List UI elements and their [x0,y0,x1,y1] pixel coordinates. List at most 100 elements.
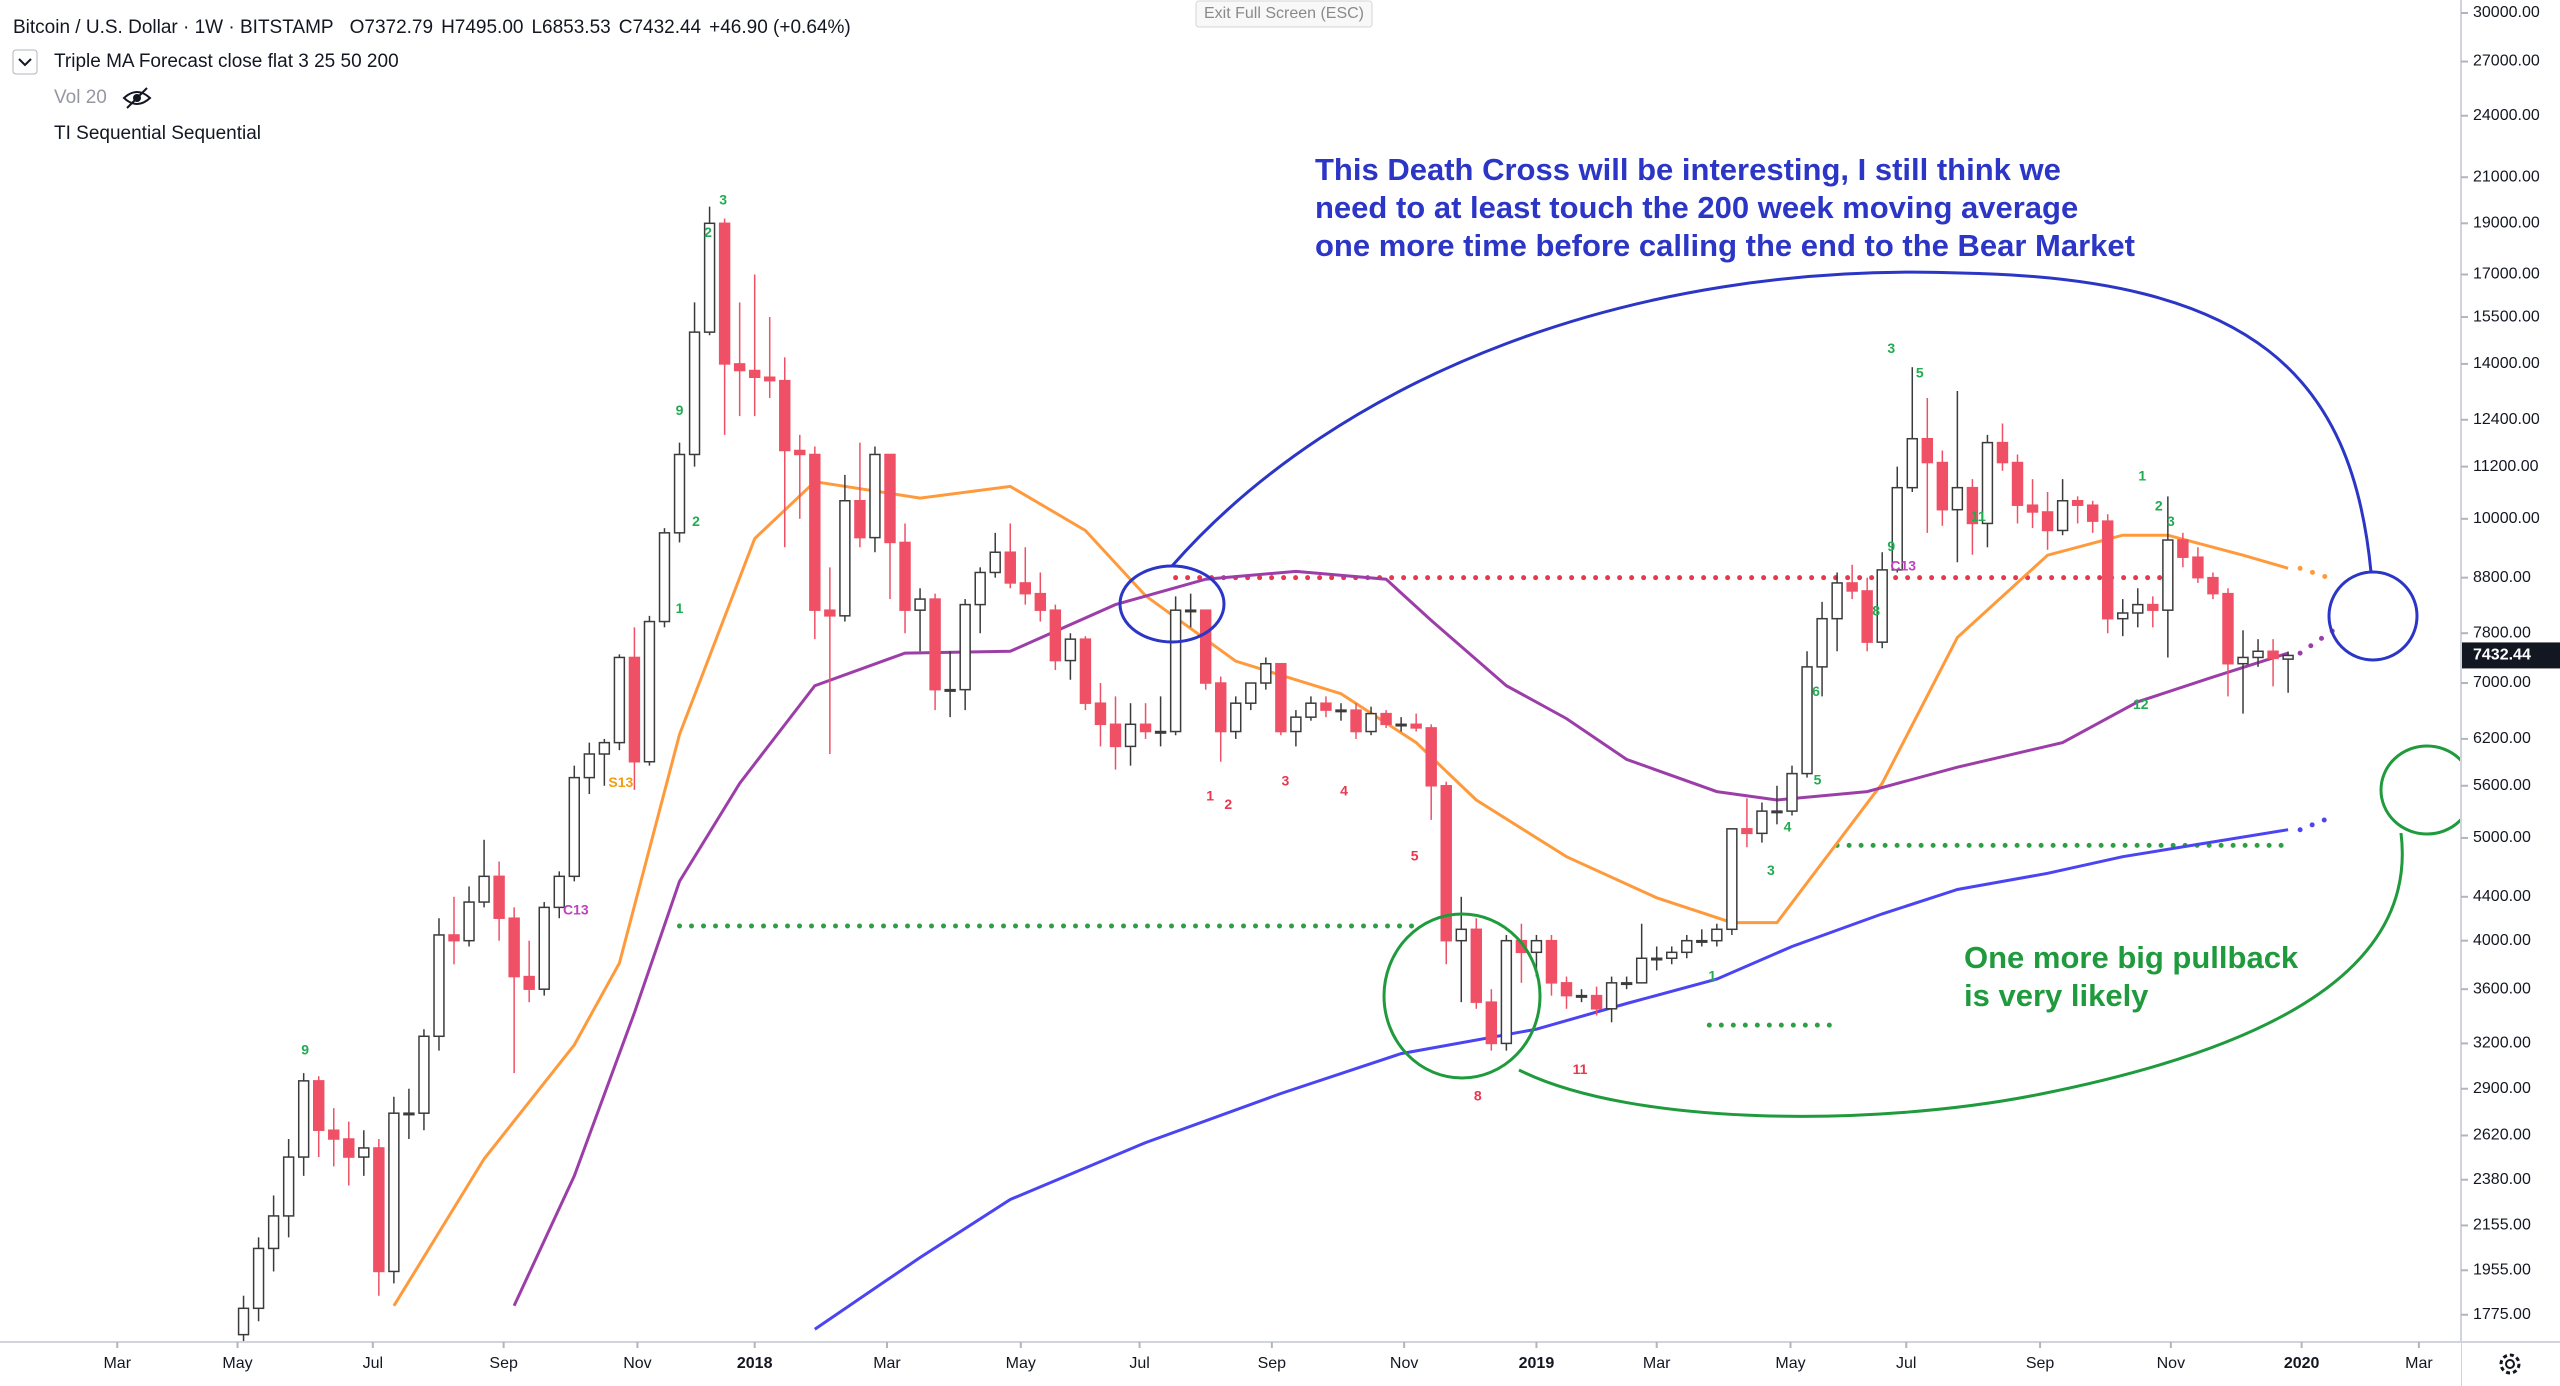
x-tick-label: May [1006,1355,1036,1372]
last-price-label: 7432.44 [2473,647,2531,664]
x-tick-label: 2020 [2284,1355,2320,1372]
candle-body [1846,582,1858,592]
td-count-label: 2 [692,513,700,529]
symbol: Bitcoin / U.S. Dollar · 1W · BITSTAMP [13,17,334,38]
candle-body [433,934,445,1038]
candle-body [358,1147,370,1158]
last-price-tag [2462,642,2560,669]
candle-body [839,500,851,617]
candle-body [237,1307,250,1336]
td-count-label: 4 [1340,782,1348,798]
td-count-label: 9 [676,402,684,418]
y-tick-label: 27000.00 [2473,53,2540,70]
open: O7372.79 [350,17,433,38]
eye-slash[interactable] [126,87,148,109]
y-tick-label: 21000.00 [2473,168,2540,185]
candle-body [2071,500,2084,506]
td-count-label: 9 [301,1041,309,1057]
candle-body [1620,982,1633,986]
candle-body [1215,682,1227,733]
y-tick-label: 11200.00 [2473,458,2539,475]
y-tick-label: 14000.00 [2473,355,2540,372]
x-tick-label: Sep [1258,1355,1287,1372]
x-tick-label: Nov [1390,1355,1418,1372]
candle-body [1380,712,1392,726]
x-tick-label: Mar [2405,1355,2433,1372]
hide-icon[interactable] [122,87,152,109]
td-count-label: 2 [704,224,712,240]
low: L6853.53 [531,17,610,38]
annotation-text: One more big pullback [1964,940,2299,975]
candle-body [1004,551,1016,584]
candle-body [328,1129,340,1140]
x-tick-label: Sep [489,1355,518,1372]
candle-body [388,1112,400,1273]
candle-body [658,532,671,623]
symbol-header: Bitcoin / U.S. Dollar · 1W · BITSTAMP O73… [13,17,851,38]
td-count-label: 3 [1281,772,1289,788]
collapse-button[interactable] [12,49,38,75]
candle-body [1230,702,1242,733]
candle-body [1184,609,1197,613]
candle-body [1681,939,1693,954]
chevron-icon[interactable] [18,58,32,67]
arc-drawing [1518,832,2404,1118]
x-tick-label: Jul [1129,1355,1149,1372]
td-count-label: 3 [2167,513,2175,529]
candle-body [1771,810,1783,814]
candle-body [1335,709,1347,713]
td-count-label: 3 [719,192,727,208]
candle-body [1064,638,1077,662]
gear-teeth[interactable] [2499,1353,2521,1375]
time-axis-bg [0,1342,2461,1386]
candle-body [1726,828,1738,931]
settings-icon[interactable] [2499,1353,2521,1375]
candle-body [1876,569,1888,643]
candle-body [1786,772,1798,812]
candle-body [1500,939,1513,1045]
candle-body [1635,957,1648,984]
gear-hub[interactable] [2505,1359,2515,1369]
y-tick-label: 1955.00 [2473,1262,2531,1279]
candle-body [418,1035,430,1114]
candle-body [508,917,520,978]
y-tick-label: 24000.00 [2473,107,2540,124]
candle-body [493,875,505,919]
td-count-label: 1 [676,600,684,616]
candle-body [688,331,701,456]
candle-body [914,598,926,611]
candle-body [598,741,611,755]
td-count-label: 9 [1887,538,1895,554]
x-tick-label: Nov [623,1355,651,1372]
y-tick-label: 2620.00 [2473,1127,2531,1144]
exit-button-box[interactable] [1195,0,1373,28]
candle-body [1365,712,1377,733]
candle-body [944,688,956,692]
candle-body [1906,437,1918,489]
candle-body [2147,603,2159,611]
candle-body [764,376,776,382]
td-count-label: 2 [1224,796,1232,812]
exit-button-label[interactable]: Exit Full Screen (ESC) [1204,5,1364,22]
td-count-label: 3 [1887,340,1895,356]
candle-body [2026,504,2039,513]
exit-button[interactable]: Exit Full Screen (ESC) [1195,0,1373,28]
candle-body [1485,1001,1498,1045]
candle-body [583,753,596,779]
candle-body [1936,461,1949,511]
candle-body [2132,603,2144,614]
circle-drawing [1382,912,1542,1080]
candle-body [1034,592,1047,611]
candle-body [1079,638,1092,704]
td-count-label: S13 [608,774,633,790]
candle-body [1245,682,1257,704]
annotation-text: one more time before calling the end to … [1315,228,2135,263]
td-count-label: 5 [1814,772,1822,788]
x-tick-label: May [222,1355,252,1372]
circle-drawing [2327,570,2419,662]
candle-body [568,776,580,878]
candle-body [718,222,731,365]
x-tick-label: 2018 [737,1355,773,1372]
candle-body [1530,939,1543,954]
x-tick-label: Jul [1896,1355,1916,1372]
